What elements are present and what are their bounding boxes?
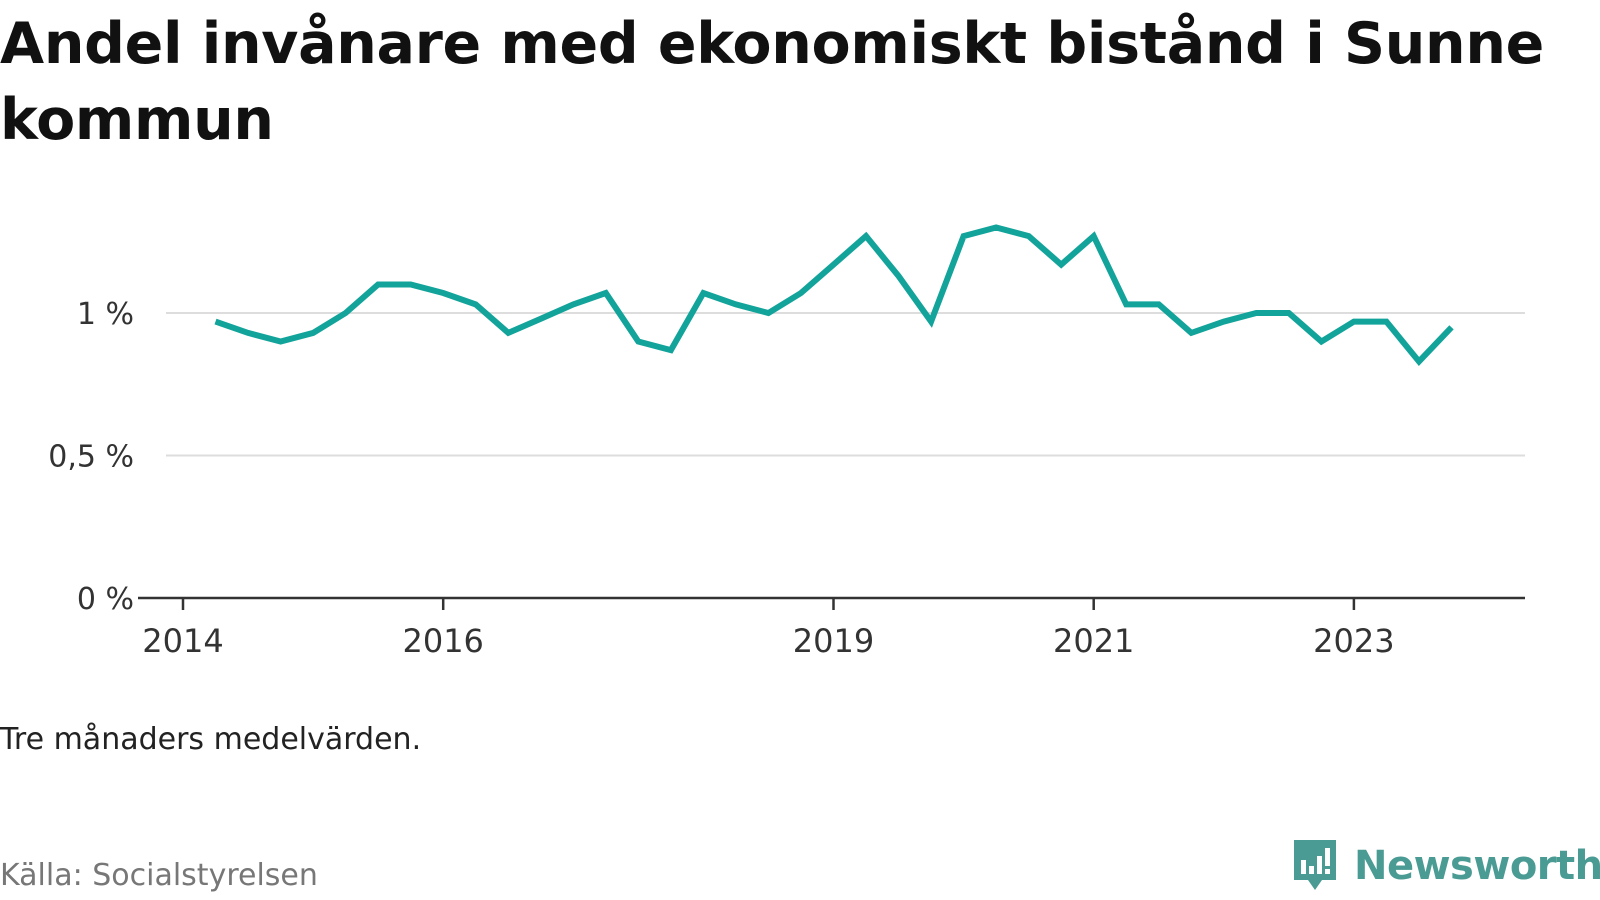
y-tick-label: 0 % <box>77 582 134 617</box>
data-point <box>603 290 609 296</box>
chart-title: Andel invånare med ekonomiskt bistånd i … <box>0 11 1544 153</box>
data-point <box>1286 310 1292 316</box>
data-point <box>1123 301 1129 307</box>
data-point <box>1253 310 1259 316</box>
data-point <box>1058 262 1064 268</box>
data-point <box>733 301 739 307</box>
gridlines: 0 % 0,5 % 1 % <box>48 297 1525 617</box>
brand-logo: Newsworthy <box>1290 836 1600 896</box>
data-point <box>961 233 967 239</box>
y-tick-label: 0,5 % <box>48 440 134 475</box>
data-point <box>343 310 349 316</box>
data-point <box>310 330 316 336</box>
newsworthy-logo-icon <box>1294 840 1336 890</box>
data-point <box>1091 233 1097 239</box>
data-point <box>1156 301 1162 307</box>
data-point <box>1318 339 1324 345</box>
data-point <box>440 290 446 296</box>
data-point <box>928 319 934 325</box>
data-point <box>408 282 414 288</box>
data-point <box>798 290 804 296</box>
data-point <box>1383 319 1389 325</box>
data-point <box>1449 324 1455 330</box>
data-point <box>375 282 381 288</box>
y-tick-label: 1 % <box>77 297 134 332</box>
data-point <box>1416 359 1422 365</box>
data-point <box>473 301 479 307</box>
data-point <box>765 310 771 316</box>
data-point <box>278 339 284 345</box>
data-point <box>668 347 674 353</box>
data-point <box>1221 319 1227 325</box>
data-point <box>1351 319 1357 325</box>
data-point <box>831 262 837 268</box>
data-point <box>538 316 544 322</box>
data-point <box>896 273 902 279</box>
data-point <box>505 330 511 336</box>
x-tick-label: 2019 <box>793 622 874 660</box>
data-point <box>570 301 576 307</box>
chart-note: Tre månaders medelvärden. <box>0 722 422 757</box>
data-point <box>1026 233 1032 239</box>
data-point <box>635 339 641 345</box>
x-tick-label: 2021 <box>1053 622 1134 660</box>
data-point <box>245 330 251 336</box>
x-tick-label: 2023 <box>1313 622 1394 660</box>
data-series <box>213 224 1455 367</box>
data-point <box>993 225 999 231</box>
x-tick-label: 2014 <box>142 622 223 660</box>
brand-name: Newsworthy <box>1354 843 1600 889</box>
line-chart: 0 % 0,5 % 1 % 2014 2016 2019 2021 2023 <box>48 224 1525 660</box>
data-point <box>863 233 869 239</box>
source-credit: Källa: Socialstyrelsen <box>0 858 318 893</box>
data-point <box>700 290 706 296</box>
data-point <box>213 319 219 325</box>
series-line <box>214 224 1454 367</box>
data-point <box>1188 330 1194 336</box>
x-tick-label: 2016 <box>402 622 483 660</box>
x-axis: 2014 2016 2019 2021 2023 <box>138 596 1525 660</box>
